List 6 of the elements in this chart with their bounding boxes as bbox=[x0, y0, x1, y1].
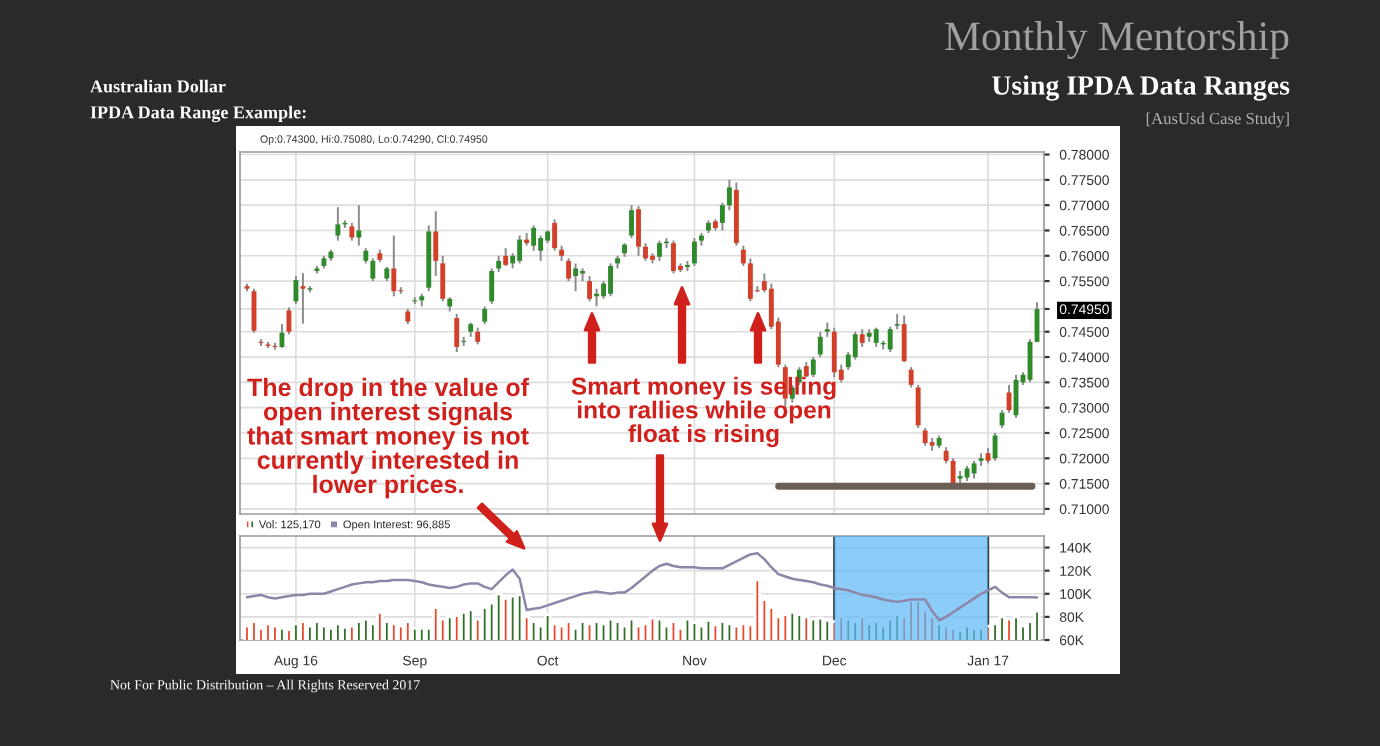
text: Australian Dollar bbox=[90, 79, 226, 93]
text: Using IPDA Data Ranges bbox=[992, 75, 1290, 101]
text: [AusUsd Case Study] bbox=[1146, 112, 1289, 128]
chart-title: Monthly Mentorship bbox=[945, 21, 1289, 59]
annotation: The drop in the value of open interest signals that smart money is not currently interested in lower prices. bbox=[247, 377, 530, 499]
text: IPDA Data Range Example: bbox=[90, 105, 306, 123]
